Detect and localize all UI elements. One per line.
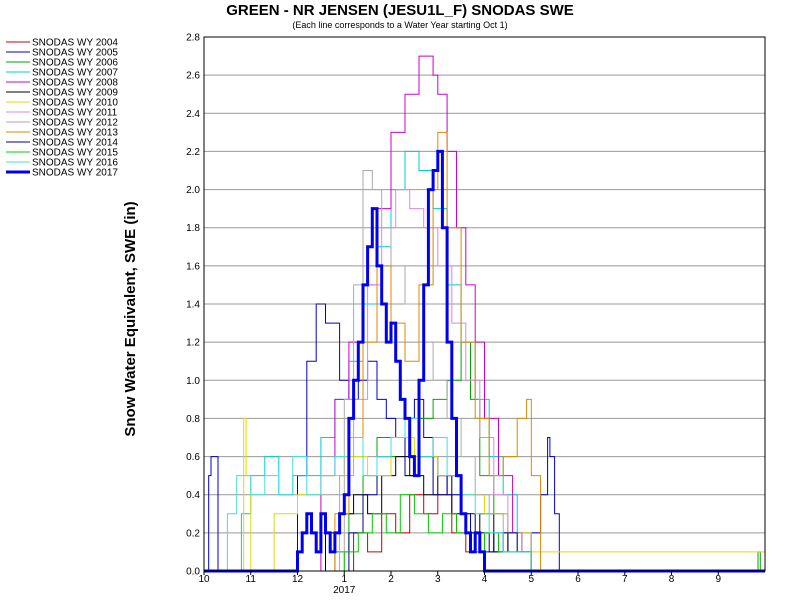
y-tick-label: 1.8: [186, 223, 200, 234]
series-line: [204, 417, 765, 572]
chart-title: GREEN - NR JENSEN (JESU1L_F) SNODAS SWE: [226, 2, 574, 19]
x-tick-label: 1: [341, 574, 347, 585]
legend-entry: SNODAS WY 2009: [32, 88, 118, 99]
legend-entry: SNODAS WY 2013: [32, 128, 118, 139]
y-tick-label: 0.4: [186, 490, 200, 501]
series-lines: [204, 55, 766, 573]
x-tick-label: 8: [669, 574, 675, 585]
legend-entry: SNODAS WY 2010: [32, 98, 118, 109]
x-tick-label: 7: [622, 574, 628, 585]
legend-entry: SNODAS WY 2014: [32, 138, 118, 149]
x-tick-label: 3: [435, 574, 441, 585]
series-line: [204, 55, 765, 572]
y-tick-label: 0.0: [186, 567, 200, 578]
x-axis-ticks: 10 11 12 1 2 3 4 5 6 7 8 9: [198, 571, 721, 585]
legend-entry: SNODAS WY 2012: [32, 118, 118, 129]
x-tick-label: 4: [482, 574, 488, 585]
y-tick-label: 1.0: [186, 376, 200, 387]
legend-entry: SNODAS WY 2015: [32, 148, 118, 159]
y-tick-label: 2.8: [186, 33, 200, 44]
y-tick-label: 1.2: [186, 338, 200, 349]
y-tick-label: 0.8: [186, 414, 200, 425]
y-tick-label: 2.6: [186, 71, 200, 82]
legend-entry: SNODAS WY 2016: [32, 158, 118, 169]
x-tick-label: 2: [388, 574, 394, 585]
series-line: [204, 494, 765, 572]
legend-entry: SNODAS WY 2004: [32, 38, 118, 49]
y-axis-label: Snow Water Equivalent, SWE (in): [122, 201, 139, 436]
x-tick-label: 9: [715, 574, 721, 585]
legend-entry: SNODAS WY 2007: [32, 68, 118, 79]
x-tick-label: 11: [246, 574, 257, 585]
y-tick-label: 1.6: [186, 261, 200, 272]
legend-entry: SNODAS WY 2006: [32, 58, 118, 69]
x-tick-label: 6: [575, 574, 581, 585]
series-line: [204, 189, 765, 572]
legend-entry: SNODAS WY 2005: [32, 48, 118, 59]
series-line: [204, 149, 765, 573]
legend-entry: SNODAS WY 2011: [32, 108, 118, 119]
y-tick-label: 0.2: [186, 528, 200, 539]
legend-entry: SNODAS WY 2008: [32, 78, 118, 89]
chart-subtitle: (Each line corresponds to a Water Year s…: [292, 20, 508, 30]
y-tick-label: 2.4: [186, 109, 200, 120]
y-tick-label: 2.0: [186, 185, 200, 196]
series-line: [204, 303, 765, 572]
y-tick-label: 0.6: [186, 452, 200, 463]
y-tick-label: 1.4: [186, 300, 200, 311]
y-axis-ticks: 0.0 0.2 0.4 0.6 0.8 1.0 1.2 1.4 1.6 1.8 2.0 2.2 2.4 2…: [186, 33, 200, 578]
x-tick-label: 10: [198, 574, 210, 585]
series-line: [204, 131, 765, 572]
x-tick-label: 5: [528, 574, 534, 585]
x-tick-label: 12: [292, 574, 304, 585]
y-tick-label: 2.2: [186, 147, 200, 158]
grid-lines: [204, 36, 765, 572]
x-axis-year-label: 2017: [333, 585, 356, 596]
legend-entry: SNODAS WY 2017: [32, 168, 118, 179]
